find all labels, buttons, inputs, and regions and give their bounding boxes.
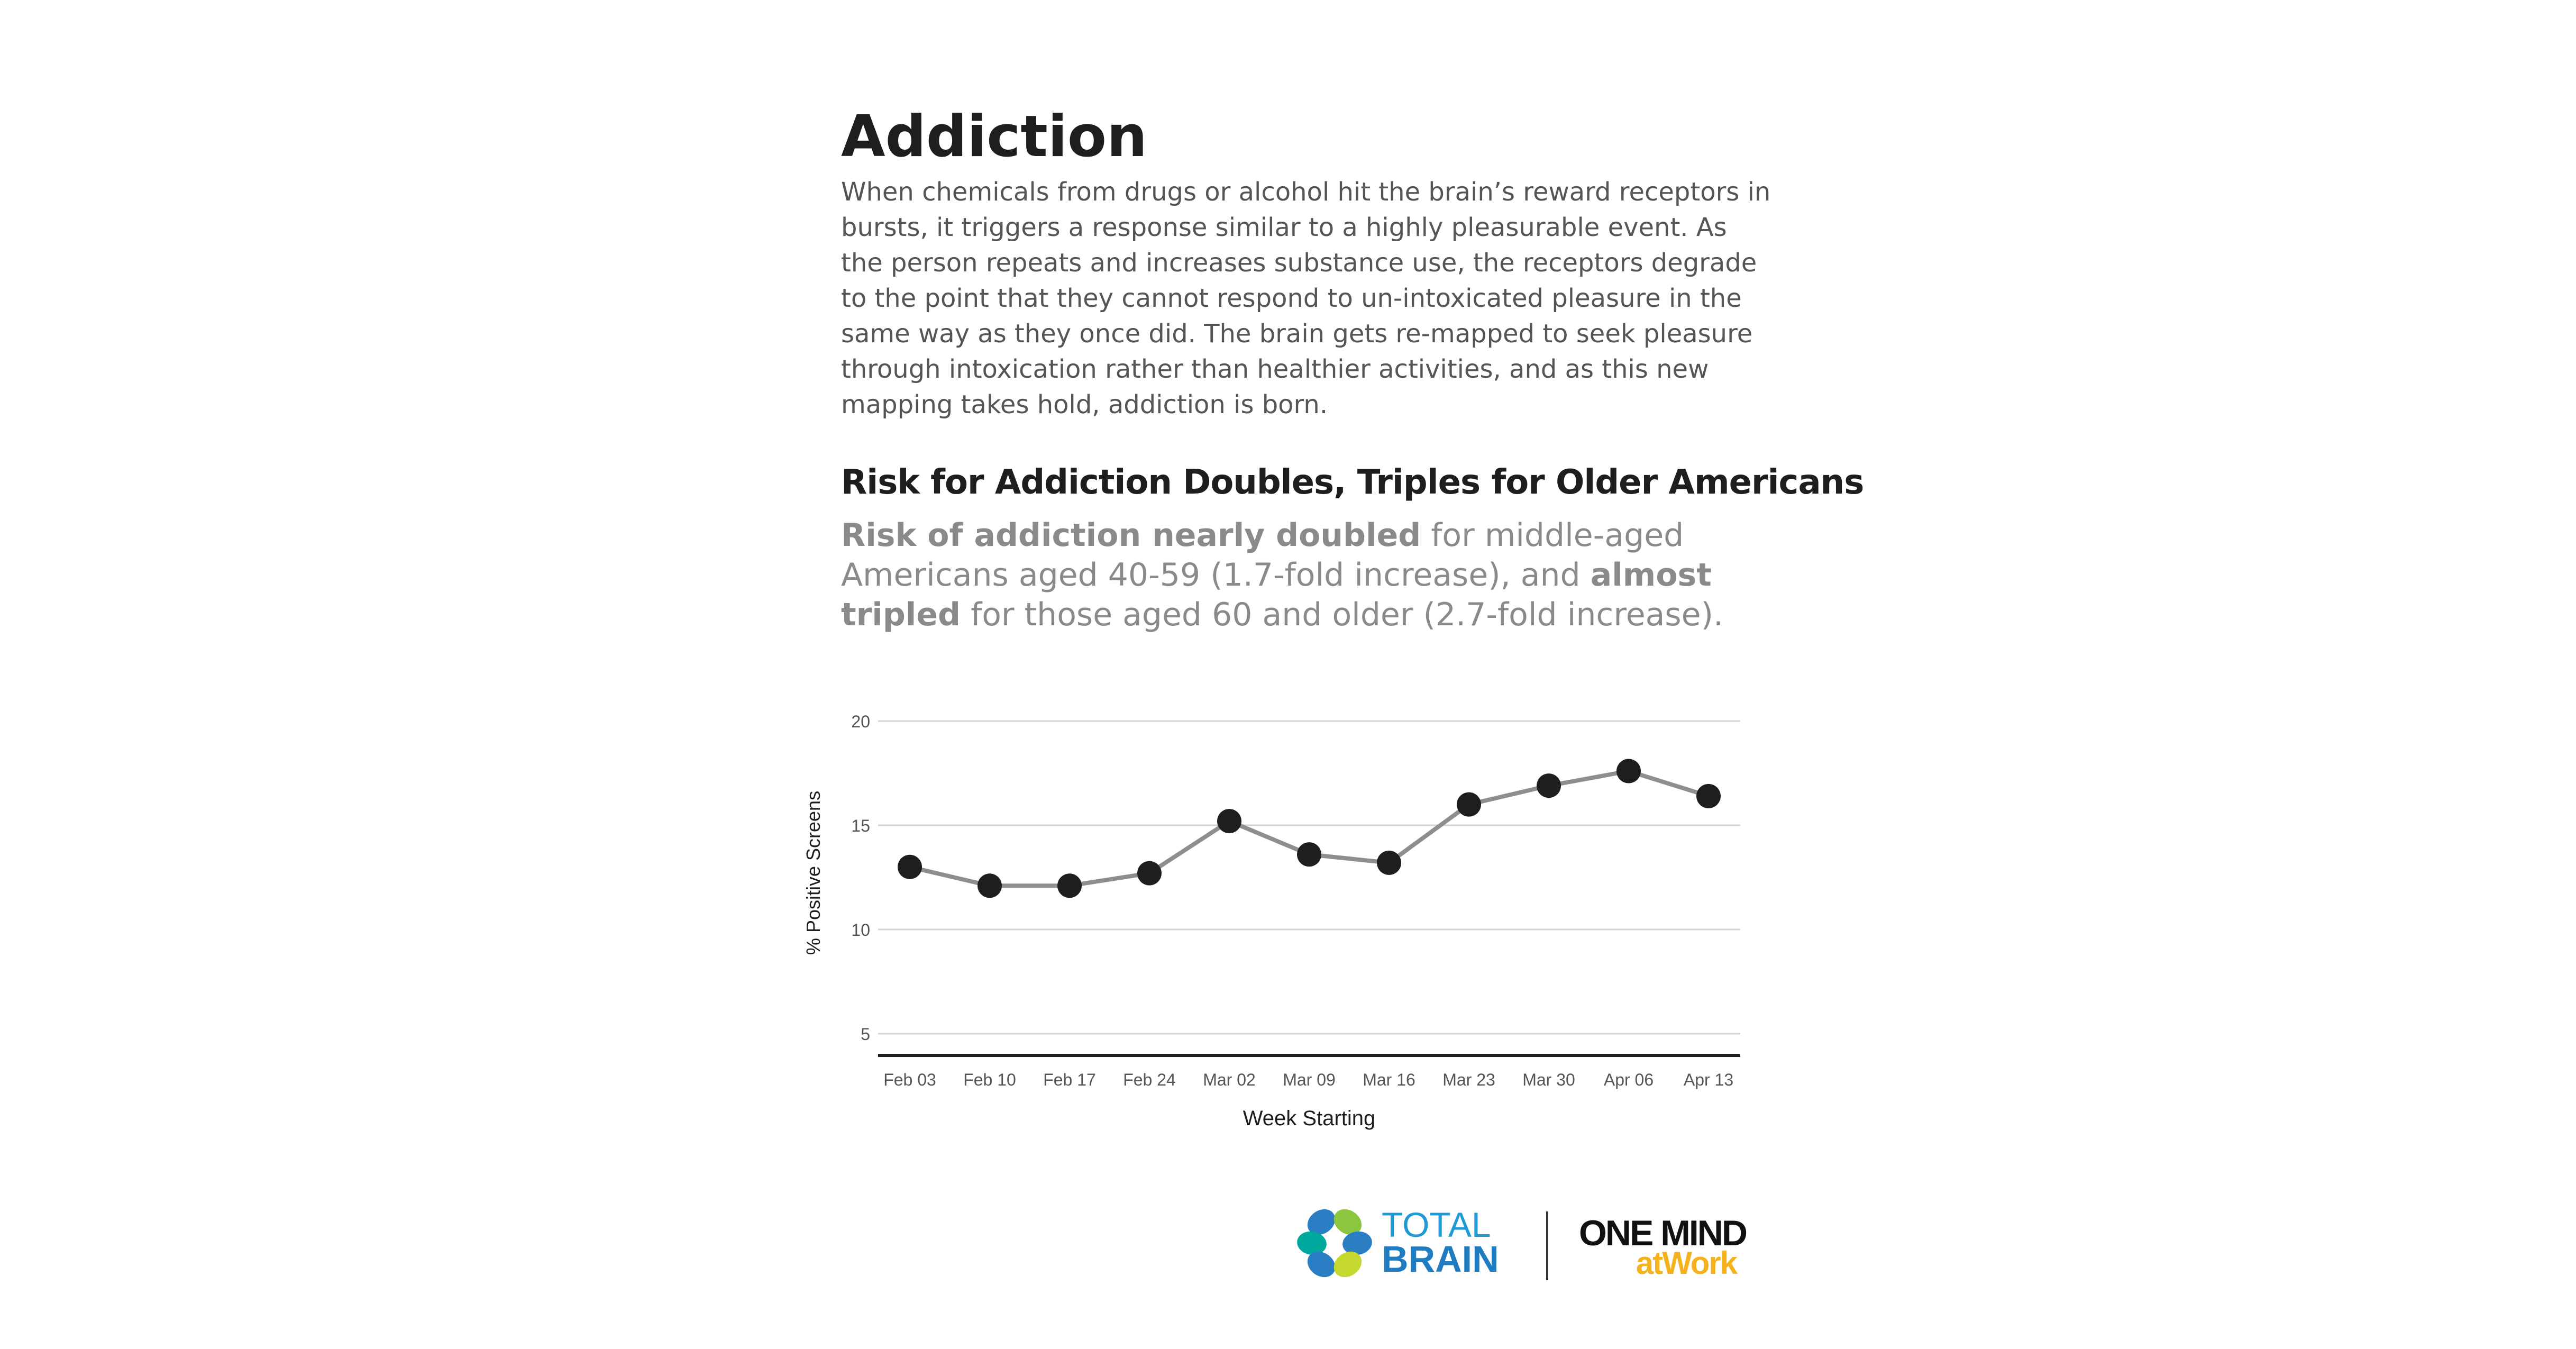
data-point bbox=[1457, 792, 1481, 817]
stat-bold-2: almost tripled bbox=[841, 557, 1712, 633]
data-point bbox=[1537, 773, 1561, 798]
x-tick-label: Feb 10 bbox=[963, 1070, 1016, 1089]
x-tick-label: Feb 24 bbox=[1123, 1070, 1176, 1089]
data-point bbox=[1057, 873, 1082, 898]
x-tick-label: Mar 30 bbox=[1522, 1070, 1575, 1089]
data-point bbox=[1377, 850, 1401, 875]
logos-svg: TOTAL BRAIN ONE MIND atWork bbox=[1297, 1205, 1748, 1281]
intro-paragraph: When chemicals from drugs or alcohol hit… bbox=[841, 177, 1771, 420]
stat-summary: Risk of addiction nearly doubled for mid… bbox=[841, 516, 1783, 635]
stat-bold-1: Risk of addiction nearly doubled bbox=[841, 517, 1421, 554]
series-points bbox=[898, 759, 1721, 898]
x-tick-label: Apr 06 bbox=[1604, 1070, 1654, 1089]
y-tick-label: 5 bbox=[861, 1025, 870, 1044]
data-point bbox=[1696, 783, 1721, 808]
page-heading: Addiction bbox=[841, 104, 1147, 170]
x-tick-label: Mar 02 bbox=[1203, 1070, 1256, 1089]
logo-one-mind: ONE MIND bbox=[1579, 1213, 1747, 1253]
y-tick-labels: 5 10 15 20 bbox=[851, 712, 870, 1044]
x-axis-label: Week Starting bbox=[1243, 1107, 1376, 1130]
logo-brain: BRAIN bbox=[1382, 1238, 1499, 1280]
footer-logos: TOTAL BRAIN ONE MIND atWork bbox=[1296, 1201, 1783, 1286]
data-point bbox=[1616, 759, 1641, 783]
data-point bbox=[1217, 809, 1241, 834]
data-point bbox=[978, 873, 1002, 898]
logo-at-work: atWork bbox=[1636, 1245, 1738, 1281]
logo-total: TOTAL bbox=[1382, 1205, 1491, 1244]
y-axis-label: % Positive Screens bbox=[802, 791, 824, 955]
x-tick-label: Mar 16 bbox=[1363, 1070, 1415, 1089]
x-tick-label: Feb 03 bbox=[883, 1070, 936, 1089]
stat-text-4: for those aged 60 and older (2.7-fold in… bbox=[961, 596, 1724, 633]
line-chart: 5 10 15 20 Feb 03 Feb 10 Feb 17 Feb 24 Mar 02 Ma… bbox=[802, 712, 1740, 1130]
series-line bbox=[909, 769, 1710, 888]
data-point bbox=[1137, 861, 1162, 886]
data-point bbox=[898, 854, 922, 879]
y-tick-label: 15 bbox=[851, 816, 870, 835]
y-tick-label: 10 bbox=[851, 920, 870, 940]
chart-gridlines bbox=[878, 720, 1740, 1035]
clover-icon bbox=[1297, 1209, 1372, 1278]
x-tick-label: Mar 23 bbox=[1442, 1070, 1495, 1089]
chart-section-heading: Risk for Addiction Doubles, Triples for … bbox=[841, 463, 1864, 502]
stat-text-2: for middle-aged Americans aged 40-59 (1.… bbox=[841, 517, 1684, 594]
data-point bbox=[1297, 842, 1321, 867]
x-tick-label: Apr 13 bbox=[1684, 1070, 1733, 1089]
y-tick-label: 20 bbox=[851, 712, 870, 731]
x-tick-labels: Feb 03 Feb 10 Feb 17 Feb 24 Mar 02 Mar 09 Mar … bbox=[883, 1070, 1733, 1089]
x-tick-label: Mar 09 bbox=[1283, 1070, 1336, 1089]
x-tick-label: Feb 17 bbox=[1043, 1070, 1096, 1089]
